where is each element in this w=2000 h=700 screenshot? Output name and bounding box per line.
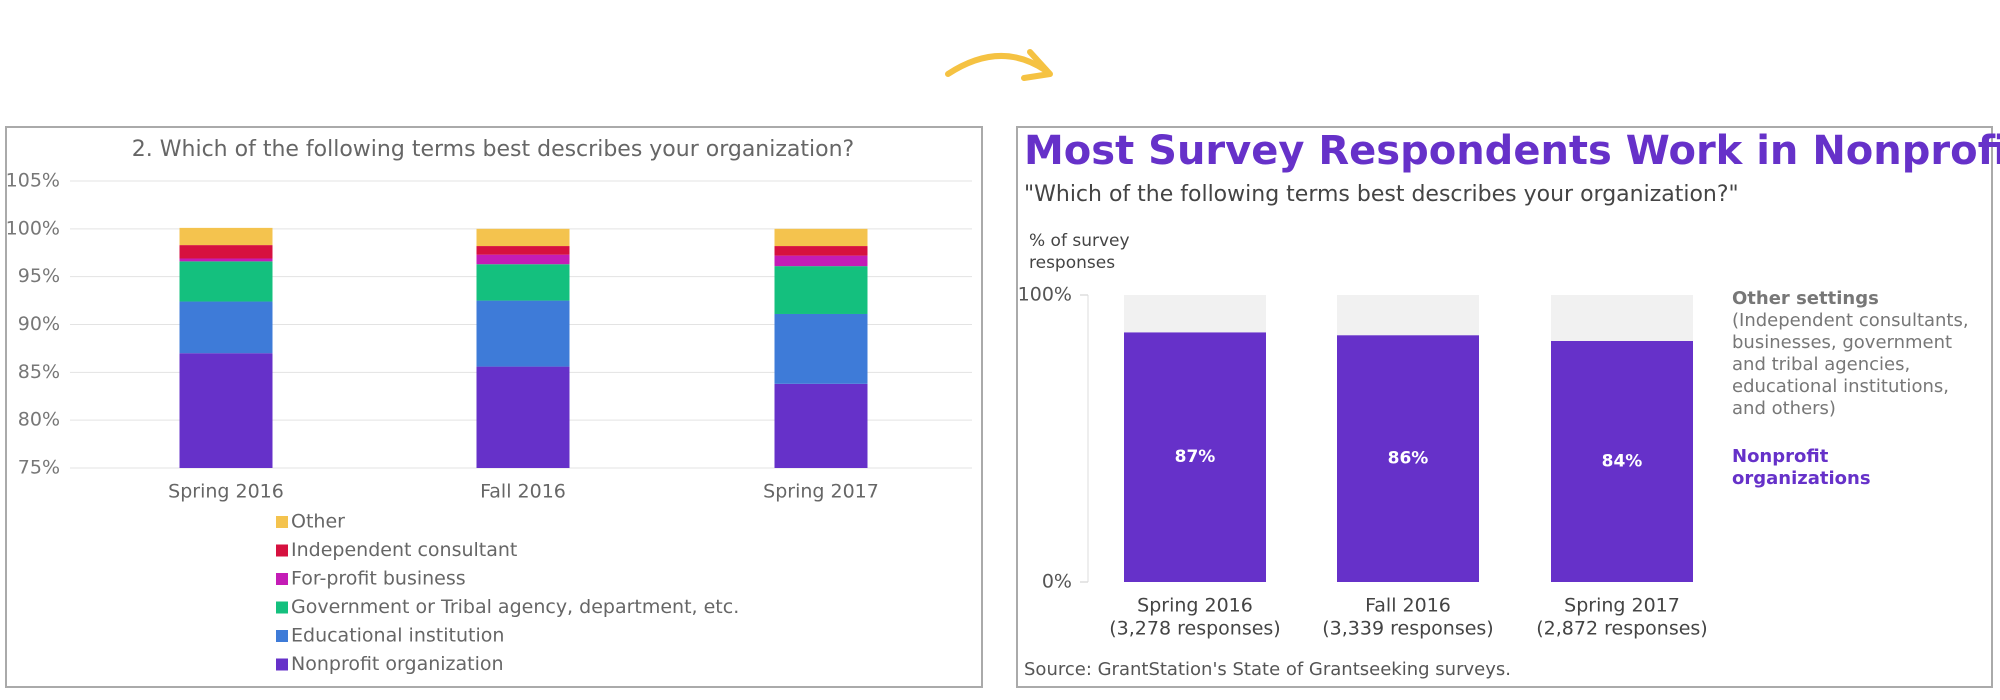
- legend-swatch: [276, 658, 288, 671]
- bar-segment: [774, 383, 868, 468]
- bar-segment: [179, 301, 273, 354]
- x-tick-label: Fall 2016: [1365, 595, 1451, 617]
- y-tick-label: 90%: [18, 313, 60, 335]
- chart-subtitle: "Which of the following terms best descr…: [1024, 182, 1739, 207]
- y-axis-label: % of survey responses: [1029, 231, 1130, 273]
- legend-label: Independent consultant: [291, 539, 517, 561]
- x-tick-note: (3,278 responses): [1109, 618, 1280, 640]
- bar-segment: [476, 264, 570, 301]
- bar-segment: [774, 246, 868, 256]
- bar-segment: [476, 228, 570, 247]
- y-tick-label: 100%: [6, 217, 60, 239]
- bar-segment: [476, 366, 570, 468]
- x-tick-label: Fall 2016: [480, 481, 566, 503]
- x-tick-note: (2,872 responses): [1536, 618, 1707, 640]
- legend-note: (Independent consultants, businesses, go…: [1732, 310, 1969, 419]
- left-panel: [5, 126, 983, 688]
- legend-label: Other settings: [1732, 288, 1879, 309]
- bar-segment: [1124, 295, 1266, 333]
- x-tick-label: Spring 2016: [168, 481, 284, 503]
- x-tick-note: (3,339 responses): [1322, 618, 1493, 640]
- y-tick-label: 75%: [18, 457, 60, 479]
- data-label: 84%: [1602, 451, 1643, 471]
- legend-label: Nonprofit organization: [291, 653, 504, 675]
- legend-swatch: [276, 630, 288, 642]
- chart-title: 2. Which of the following terms best des…: [132, 137, 854, 162]
- bar-segment: [1551, 295, 1693, 341]
- source: Source: GrantStation's State of Grantsee…: [1024, 659, 1511, 680]
- bar-segment: [1551, 340, 1693, 582]
- legend-swatch: [276, 544, 288, 557]
- legend-swatch: [276, 573, 288, 585]
- bar-segment: [774, 255, 868, 267]
- bar-segment: [1124, 332, 1266, 582]
- x-tick-label: Spring 2017: [1564, 595, 1680, 617]
- y-tick-label: 80%: [18, 409, 60, 431]
- y-tick-label: 100%: [1018, 284, 1072, 306]
- y-tick-label: 0%: [1042, 571, 1072, 593]
- y-tick-label: 85%: [18, 361, 60, 383]
- bar-segment: [476, 254, 570, 265]
- y-tick-label: 105%: [6, 170, 60, 192]
- bar-segment: [179, 261, 273, 302]
- bar-segment: [179, 227, 273, 246]
- legend-label: Government or Tribal agency, department,…: [291, 596, 739, 618]
- x-tick-label: Spring 2016: [1137, 595, 1253, 617]
- legend-label: Educational institution: [291, 625, 504, 647]
- bar-segment: [1337, 335, 1479, 582]
- arrow: [945, 52, 1048, 77]
- bar-segment: [476, 246, 570, 255]
- bar-segment: [1337, 295, 1479, 336]
- bar-segment: [774, 266, 868, 314]
- legend-label: Other: [291, 511, 345, 533]
- bar-segment: [179, 245, 273, 259]
- data-label: 87%: [1175, 447, 1216, 467]
- x-tick-label: Spring 2017: [763, 481, 879, 503]
- bar-segment: [179, 353, 273, 468]
- data-label: 86%: [1388, 449, 1429, 469]
- bar-segment: [774, 313, 868, 384]
- chart-title: Most Survey Respondents Work in Nonprofi…: [1024, 128, 2000, 174]
- legend-label: Nonprofit organizations: [1732, 446, 1871, 489]
- legend-label: For-profit business: [291, 568, 466, 590]
- bar-segment: [476, 300, 570, 367]
- bar-segment: [774, 228, 868, 247]
- right-panel: [1016, 126, 1993, 688]
- arrow-head: [1021, 49, 1053, 81]
- bar-segment: [179, 258, 273, 262]
- legend-swatch: [276, 516, 288, 528]
- legend-swatch: [276, 601, 288, 614]
- y-tick-label: 95%: [18, 265, 60, 287]
